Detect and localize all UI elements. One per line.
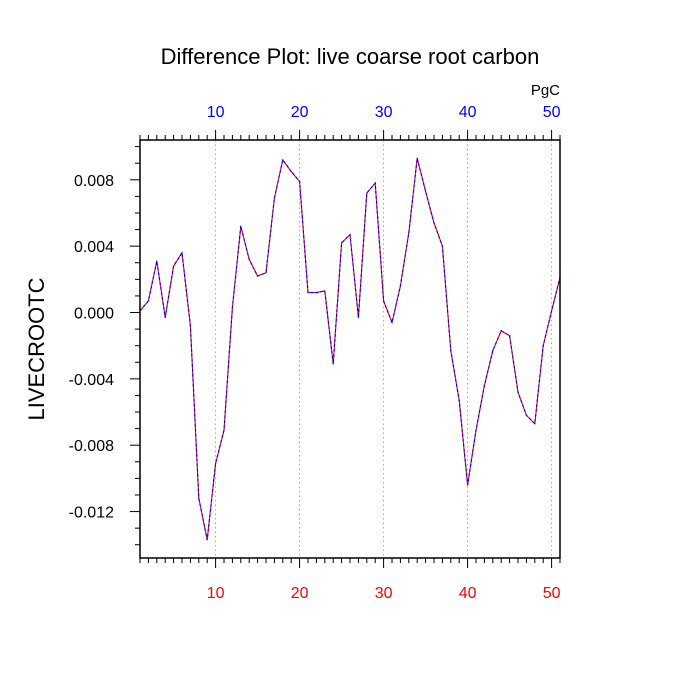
- data-point: [551, 310, 553, 312]
- data-point: [357, 316, 359, 319]
- plot-frame: [139, 139, 561, 559]
- data-point: [366, 192, 368, 194]
- x-tick-label-bottom: 20: [291, 585, 309, 602]
- data-point: [164, 316, 166, 319]
- data-point: [173, 265, 175, 267]
- data-point: [475, 429, 477, 431]
- grid-lines: [215, 140, 552, 558]
- data-point: [391, 321, 393, 324]
- data-point: [458, 399, 460, 402]
- y-tick-label: 0.000: [74, 306, 114, 323]
- x-tick-label-top: 40: [459, 104, 477, 121]
- data-point: [349, 233, 351, 236]
- data-point: [299, 180, 301, 183]
- data-point: [483, 384, 485, 387]
- data-point: [341, 242, 343, 244]
- units-label: PgC: [531, 82, 560, 99]
- x-tick-label-bottom: 10: [207, 585, 225, 602]
- data-point: [257, 275, 259, 277]
- data-point: [265, 272, 267, 274]
- x-tick-label-top: 20: [291, 104, 309, 121]
- data-point: [383, 300, 385, 302]
- data-point: [416, 157, 418, 159]
- data-point: [467, 484, 469, 486]
- x-tick-label-top: 10: [207, 104, 225, 121]
- data-point: [542, 345, 544, 347]
- data-point: [517, 391, 519, 393]
- data-point: [290, 170, 292, 173]
- data-point: [324, 290, 326, 292]
- data-point: [525, 414, 528, 416]
- data-point: [181, 252, 183, 254]
- data-point: [425, 190, 427, 193]
- data-point: [147, 300, 149, 302]
- y-tick-label: 0.008: [74, 173, 114, 190]
- data-point: [315, 292, 317, 294]
- data-point: [374, 182, 376, 184]
- x-tick-label-bottom: 40: [459, 585, 477, 602]
- data-point: [282, 159, 284, 161]
- data-point: [198, 497, 200, 499]
- y-axis-label: LIVECROOTC: [24, 277, 49, 420]
- series-line-red: [139, 158, 561, 540]
- data-point: [332, 363, 334, 365]
- tick-labels: 10 10 20 20 30 30 40 40 50 50 -0.012 -0.008 -0.004 0.…: [69, 104, 561, 602]
- data-point: [433, 222, 435, 224]
- chart-title: Difference Plot: live coarse root carbon: [161, 44, 540, 69]
- data-point: [273, 197, 275, 199]
- data-point: [441, 245, 443, 247]
- data-point: [408, 232, 410, 234]
- data-point: [509, 335, 511, 337]
- y-tick-label: -0.012: [69, 505, 114, 522]
- x-tick-label-bottom: 30: [375, 585, 393, 602]
- data-point: [189, 325, 191, 327]
- data-point: [534, 423, 536, 425]
- axis-ticks: [130, 130, 561, 568]
- data-point: [206, 539, 208, 541]
- y-tick-label: 0.004: [74, 239, 114, 256]
- data-point: [240, 225, 242, 227]
- x-tick-label-top: 50: [543, 104, 561, 121]
- series-lines: [139, 157, 561, 541]
- x-tick-label-bottom: 50: [543, 585, 561, 602]
- data-point: [156, 260, 158, 262]
- data-point: [248, 258, 250, 261]
- data-point: [492, 350, 494, 352]
- series-line-blue: [139, 158, 561, 540]
- data-point: [215, 462, 217, 465]
- data-point: [223, 429, 225, 431]
- data-point: [307, 292, 309, 294]
- data-point: [450, 350, 452, 352]
- y-tick-label: -0.004: [69, 372, 114, 389]
- x-tick-label-top: 30: [375, 104, 393, 121]
- data-point: [500, 330, 502, 332]
- y-tick-label: -0.008: [69, 438, 114, 455]
- data-point: [231, 306, 233, 309]
- data-point: [399, 285, 401, 287]
